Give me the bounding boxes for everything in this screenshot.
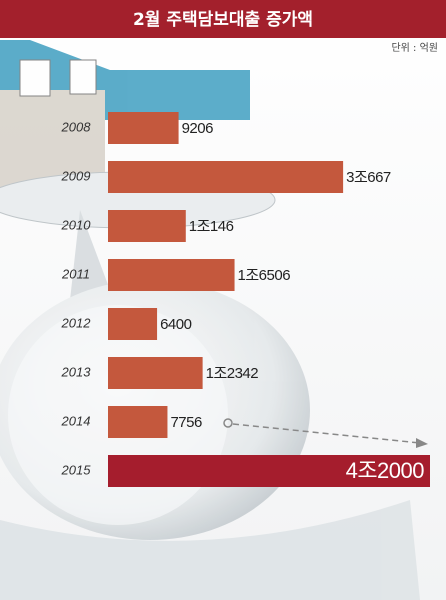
data-label: 7756	[170, 414, 202, 431]
trend-arrow	[232, 423, 421, 444]
data-label: 6400	[160, 316, 192, 333]
bar	[108, 112, 179, 144]
bar	[108, 308, 158, 340]
bar	[108, 161, 344, 193]
bar	[108, 210, 186, 242]
data-label: 1조2342	[206, 365, 259, 382]
data-label: 1조146	[189, 218, 234, 235]
y-tick-label: 2014	[61, 413, 91, 428]
data-label: 4조2000	[346, 458, 425, 483]
y-tick-label: 2013	[61, 364, 92, 379]
y-tick-label: 2008	[61, 119, 92, 134]
bar	[108, 259, 235, 291]
data-label: 1조6506	[238, 267, 291, 284]
unit-label: 단위 : 억원	[391, 41, 438, 54]
y-tick-label: 2009	[61, 168, 91, 183]
y-tick-label: 2011	[61, 266, 90, 281]
bar	[108, 357, 203, 389]
chart-title: 2월 주택담보대출 증가액	[133, 10, 313, 30]
y-tick-label: 2015	[61, 462, 92, 477]
bar	[108, 455, 430, 487]
arrow-start	[223, 418, 233, 428]
data-label: 3조667	[346, 169, 391, 186]
y-tick-label: 2010	[61, 217, 92, 232]
data-label: 9206	[182, 120, 214, 137]
y-tick-label: 2012	[61, 315, 92, 330]
arrow-head	[416, 438, 428, 448]
bar	[108, 406, 168, 438]
title-bar	[0, 0, 446, 38]
